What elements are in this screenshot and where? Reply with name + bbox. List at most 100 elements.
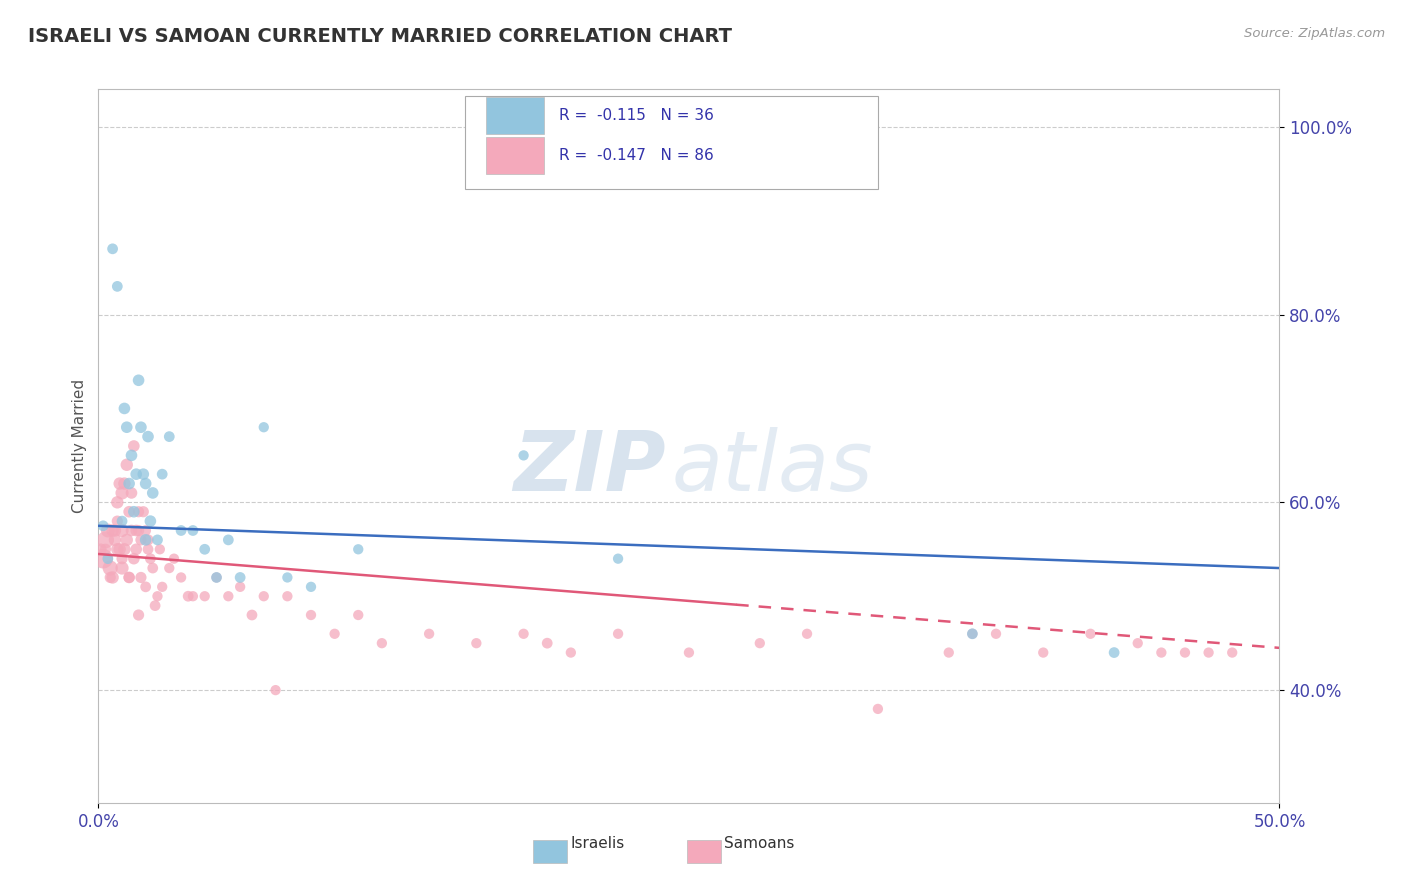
- Point: [118, 505, 141, 519]
- Point: [418, 627, 440, 641]
- Point: [678, 646, 700, 660]
- Point: [748, 636, 770, 650]
- Point: [163, 551, 186, 566]
- Point: [135, 524, 157, 538]
- Point: [323, 627, 346, 641]
- Point: [1080, 627, 1102, 641]
- Text: R =  -0.115   N = 36: R = -0.115 N = 36: [560, 108, 714, 123]
- Point: [276, 570, 298, 584]
- Point: [125, 467, 148, 482]
- Point: [149, 542, 172, 557]
- Point: [136, 533, 159, 547]
- Point: [181, 589, 204, 603]
- Point: [139, 551, 162, 566]
- Point: [128, 373, 150, 387]
- Point: [115, 420, 138, 434]
- Point: [229, 570, 252, 584]
- Point: [121, 524, 143, 538]
- FancyBboxPatch shape: [486, 137, 544, 174]
- FancyBboxPatch shape: [464, 96, 877, 189]
- Point: [135, 476, 157, 491]
- Point: [229, 580, 252, 594]
- Point: [104, 533, 127, 547]
- Point: [128, 524, 150, 538]
- Point: [135, 533, 157, 547]
- Point: [101, 242, 124, 256]
- Point: [150, 580, 173, 594]
- Point: [135, 580, 157, 594]
- Point: [125, 524, 148, 538]
- Point: [94, 533, 117, 547]
- Point: [1150, 646, 1173, 660]
- Point: [217, 533, 239, 547]
- Point: [121, 486, 143, 500]
- Point: [136, 429, 159, 443]
- Point: [101, 570, 124, 584]
- Point: [1220, 646, 1243, 660]
- Text: atlas: atlas: [671, 427, 873, 508]
- Point: [157, 561, 180, 575]
- Point: [111, 551, 134, 566]
- Point: [129, 420, 152, 434]
- Point: [264, 683, 287, 698]
- Point: [112, 476, 135, 491]
- Point: [371, 636, 394, 650]
- Point: [105, 279, 128, 293]
- Text: Source: ZipAtlas.com: Source: ZipAtlas.com: [1244, 27, 1385, 40]
- Point: [181, 524, 204, 538]
- Point: [512, 449, 534, 463]
- Point: [128, 607, 150, 622]
- Point: [118, 476, 141, 491]
- Point: [962, 627, 984, 641]
- FancyBboxPatch shape: [686, 840, 721, 863]
- Point: [299, 580, 322, 594]
- Point: [1198, 646, 1220, 660]
- Text: Israelis: Israelis: [571, 837, 626, 851]
- Point: [253, 589, 276, 603]
- Point: [90, 542, 112, 557]
- Point: [132, 505, 155, 519]
- Point: [146, 589, 169, 603]
- Point: [105, 542, 128, 557]
- Point: [1126, 636, 1149, 650]
- Point: [98, 570, 121, 584]
- Point: [136, 542, 159, 557]
- Point: [465, 636, 488, 650]
- Point: [91, 551, 114, 566]
- Point: [205, 570, 228, 584]
- Point: [536, 636, 558, 650]
- Point: [217, 589, 239, 603]
- Point: [142, 486, 165, 500]
- Point: [132, 467, 155, 482]
- Y-axis label: Currently Married: Currently Married: [72, 379, 87, 513]
- Point: [1102, 646, 1125, 660]
- Point: [121, 449, 143, 463]
- Point: [108, 476, 131, 491]
- Point: [115, 458, 138, 472]
- Point: [347, 542, 370, 557]
- Point: [866, 702, 889, 716]
- Point: [111, 486, 134, 500]
- Point: [98, 561, 121, 575]
- Point: [194, 542, 217, 557]
- Point: [122, 439, 145, 453]
- Point: [91, 518, 114, 533]
- Point: [111, 561, 134, 575]
- Point: [560, 646, 582, 660]
- Point: [143, 599, 166, 613]
- Point: [607, 551, 630, 566]
- Point: [240, 607, 263, 622]
- Point: [170, 524, 193, 538]
- Point: [177, 589, 200, 603]
- Text: Samoans: Samoans: [724, 837, 794, 851]
- Point: [157, 429, 180, 443]
- Point: [97, 524, 120, 538]
- Point: [111, 524, 134, 538]
- Point: [105, 495, 128, 509]
- Point: [139, 514, 162, 528]
- Point: [170, 570, 193, 584]
- Point: [115, 533, 138, 547]
- Point: [128, 505, 150, 519]
- Point: [111, 514, 134, 528]
- Point: [299, 607, 322, 622]
